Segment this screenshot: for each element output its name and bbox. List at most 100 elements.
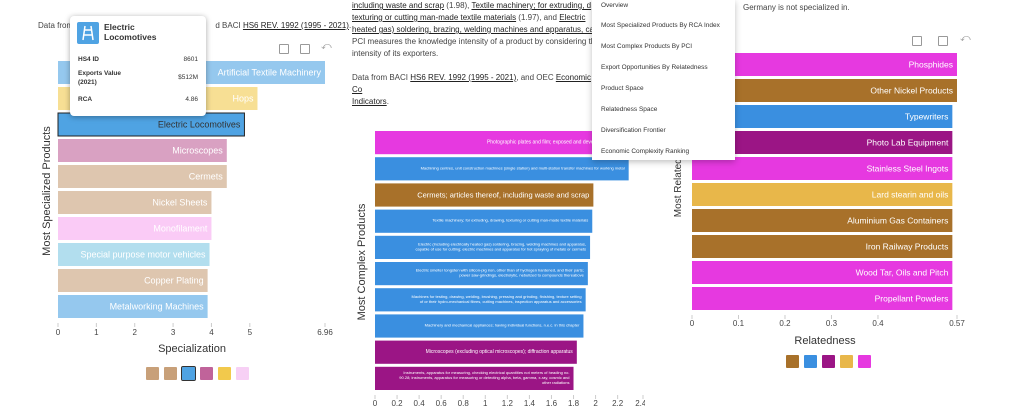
legend-textiles-icon[interactable] [236, 367, 249, 380]
x-tick-label: 1 [483, 399, 488, 408]
bar-label-line: other radiations [542, 380, 570, 385]
bar [375, 183, 594, 207]
x-tick-label: 2 [593, 399, 598, 408]
legend-metals-icon[interactable] [146, 367, 159, 380]
x-tick-label: 0 [56, 328, 61, 337]
bar-label: Aluminium Gas Containers [847, 215, 948, 225]
bar-label-line: Machinery and mechanical appliances; hav… [425, 323, 580, 328]
x-tick-label: 4 [209, 328, 214, 337]
image-icon[interactable] [300, 44, 310, 54]
bar [692, 157, 953, 180]
x-tick-label: 1.2 [502, 399, 514, 408]
bar-label: Machining centres, unit construction mac… [421, 165, 625, 170]
source2-link3[interactable]: Indicators [352, 97, 387, 106]
table-icon[interactable] [279, 44, 289, 54]
bar [692, 209, 953, 232]
desc-link-2[interactable]: Textile machinery; for extruding, d [471, 1, 592, 10]
bar [375, 157, 629, 181]
bar-label-line: Microscopes (excluding optical microscop… [426, 349, 574, 355]
source-middle: d BACI [215, 21, 241, 30]
menu-item-pci[interactable]: Most Complex Products By PCI [601, 43, 693, 50]
legend-r-fats-icon[interactable] [840, 355, 853, 368]
bar-label-line: of or their hydro-mechanical fibres, cut… [420, 299, 582, 304]
x-tick-label: 1 [94, 328, 99, 337]
bar-label: Electric (including electrically heated … [416, 241, 587, 251]
menu-item-opportunities[interactable]: Export Opportunities By Relatedness [601, 64, 708, 71]
bar-label-line: Lard stearin and oils [872, 189, 949, 199]
bar-label-line: Electric smelter tongsten with silicon-p… [416, 268, 584, 273]
source2-link2[interactable]: Economic Co [352, 73, 591, 94]
bar [58, 165, 227, 188]
desc-link-5[interactable]: heated gas) soldering, brazing, welding … [352, 25, 594, 34]
legend-vegetable-icon[interactable] [218, 367, 231, 380]
legend-r-chemicals-icon[interactable] [858, 355, 871, 368]
x-tick-label: 1.4 [524, 399, 536, 408]
desc-text-3: PCI measures the knowledge intensity of … [352, 37, 596, 46]
bar-label-line: Other Nickel Products [870, 85, 953, 95]
share-icon-right[interactable]: ⤺ [960, 33, 971, 44]
bar-label: Monofilament [153, 224, 208, 234]
bar-label-line: Aluminium Gas Containers [847, 215, 948, 225]
bar-label: Special purpose motor vehicles [80, 250, 206, 260]
bar-label-line: Textile machinery; for extruding, drawin… [432, 218, 588, 223]
bar-label-line: Photographic plates and film; exposed an… [487, 140, 639, 146]
desc-text-1: (1.98), [444, 1, 472, 10]
tooltip-title-1: Electric [104, 22, 135, 32]
x-tick-label: 1.6 [546, 399, 558, 408]
legend-r-instruments-icon[interactable] [822, 355, 835, 368]
bar-label-line: Microscopes [172, 146, 223, 156]
tooltip-hs4-label: HS4 ID [78, 56, 99, 63]
bar [58, 295, 208, 318]
menu-item-relatedness-space[interactable]: Relatedness Space [601, 106, 658, 113]
desc-text-4: intensity of its exporters. [352, 49, 439, 58]
desc-link-3[interactable]: texturing or cutting man-made textile ma… [352, 13, 517, 22]
bar-label: Cermets [189, 172, 224, 182]
bar-label-line: Typewriters [905, 111, 948, 121]
source2-mid: , and OEC [516, 73, 556, 82]
bar-label-line: Electric Locomotives [158, 120, 241, 130]
share-icon[interactable]: ⤺ [321, 41, 332, 52]
bar-label: Typewriters [905, 111, 948, 121]
source-link[interactable]: HS6 REV. 1992 (1995 - 2021) [242, 21, 349, 30]
description-text: including waste and scrap (1.98), Textil… [352, 0, 597, 108]
source-text-left: Data from d BACI HS6 REV. 1992 (1995 - 2… [38, 21, 351, 30]
legend-stone-icon[interactable] [164, 367, 177, 380]
bar-label: Phosphides [909, 59, 953, 69]
x-tick-label: 0.4 [414, 399, 426, 408]
image-icon-right[interactable] [938, 36, 948, 46]
bar [375, 314, 584, 338]
desc-link-1[interactable]: including waste and scrap [352, 1, 445, 10]
tooltip-exports-year: (2021) [78, 79, 97, 86]
bar [692, 183, 953, 206]
bar-label: Nickel Sheets [152, 198, 208, 208]
menu-item-product-space[interactable]: Product Space [601, 85, 644, 92]
bar-label-line: Metalworking Machines [110, 302, 205, 312]
bar-label-line: Hops [232, 94, 254, 104]
x-tick-label: 0.6 [436, 399, 448, 408]
menu-item-diversification[interactable]: Diversification Frontier [601, 127, 666, 134]
menu-item-eci-ranking[interactable]: Economic Complexity Ranking [601, 148, 690, 155]
x-tick-label: 1.8 [568, 399, 580, 408]
bar-label-line: Nickel Sheets [152, 198, 208, 208]
x-tick-label: 6.96 [317, 328, 333, 337]
legend-transport-icon[interactable] [181, 366, 196, 381]
x-tick-label: 0.2 [779, 319, 791, 328]
x-tick-label: 0.3 [826, 319, 838, 328]
bar [375, 235, 591, 259]
bar-label: Stainless Steel Ingots [867, 163, 949, 173]
x-tick-label: 2.43 [635, 399, 645, 408]
desc-link-4[interactable]: Electric [559, 13, 586, 22]
table-icon-right[interactable] [912, 36, 922, 46]
bar-label: Textile machinery; for extruding, drawin… [432, 218, 588, 223]
menu-item-overview[interactable]: Overview [601, 2, 629, 9]
legend-r-machinery-icon[interactable] [804, 355, 817, 368]
bar-label: Hops [232, 94, 254, 104]
legend-r-metals-icon[interactable] [786, 355, 799, 368]
bar-label-line: Artificial Textile Machinery [218, 68, 322, 78]
source2-link[interactable]: HS6 REV. 1992 (1995 - 2021) [410, 73, 517, 82]
source-prefix: Data from [38, 21, 74, 30]
bar [375, 209, 593, 233]
bar-label: Cermets; articles thereof, including was… [417, 190, 589, 199]
menu-item-rca[interactable]: Most Specialized Products By RCA Index [601, 22, 720, 29]
legend-instruments-icon[interactable] [200, 367, 213, 380]
